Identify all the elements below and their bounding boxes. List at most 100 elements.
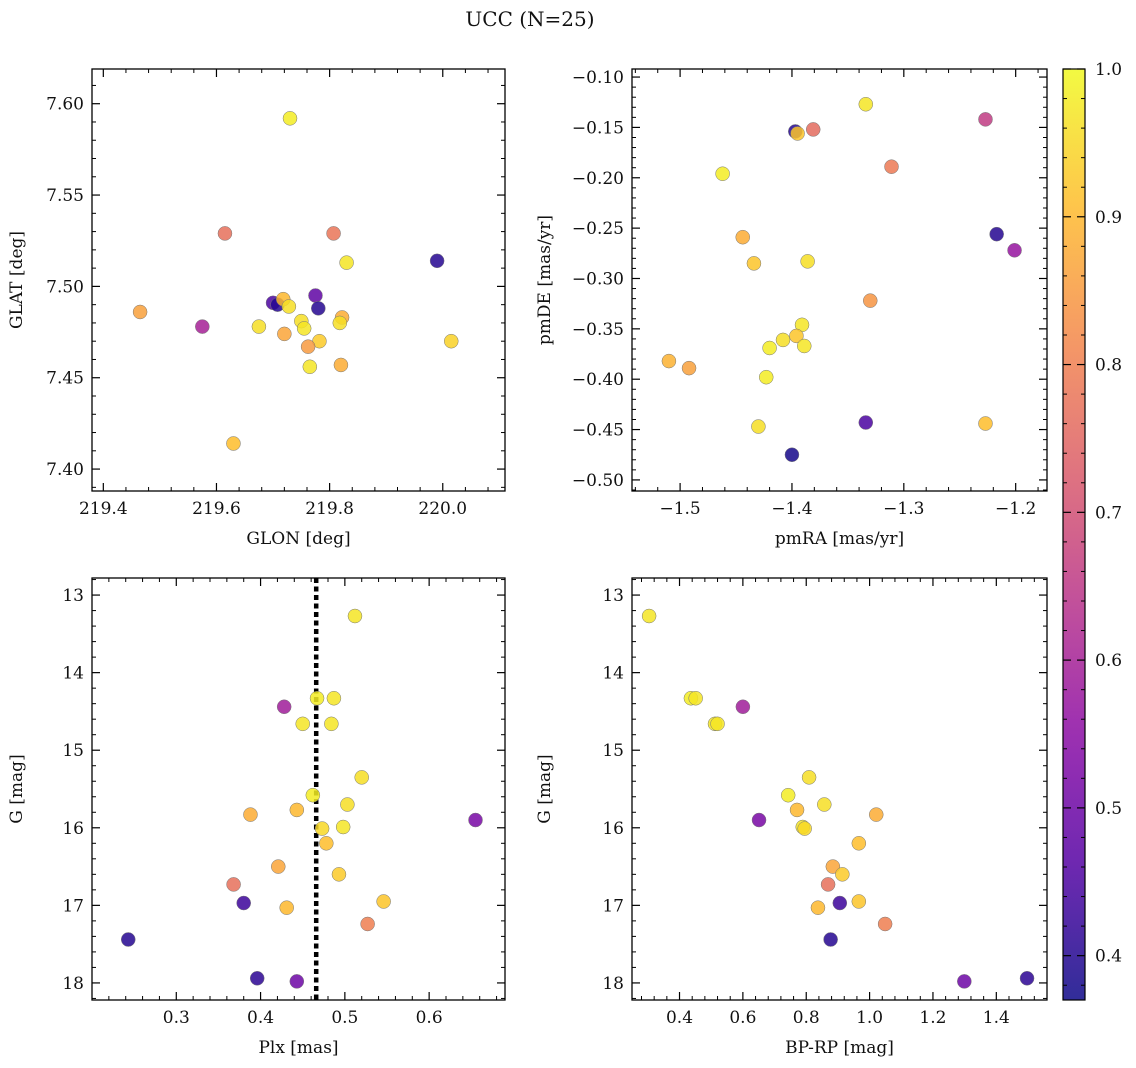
scatter-point <box>797 821 812 836</box>
x-tick-label: 219.8 <box>305 499 354 519</box>
x-tick-label: 219.4 <box>79 499 128 519</box>
panel-4: 0.4 0.6 0.8 1.0 1.2 1.4 13 14 15 16 17 18 BP-RP [mag… <box>535 577 1048 1058</box>
colorbar-tick-label: 0.4 <box>1095 947 1122 967</box>
scatter-point <box>805 122 821 137</box>
y-tick-label: −0.25 <box>572 219 624 239</box>
x-tick-label: −1.2 <box>995 499 1036 519</box>
scatter-point <box>326 226 341 241</box>
y-tick-label: 14 <box>602 664 624 684</box>
colorbar-tick-label: 0.6 <box>1095 651 1122 671</box>
scatter-point <box>277 326 292 342</box>
y-tick-label: 14 <box>62 664 84 684</box>
x-tick-label: 1.2 <box>919 1008 946 1028</box>
scatter-point <box>311 301 326 316</box>
x-tick-label: 0.6 <box>416 1008 443 1028</box>
panels: 219.4 219.6 219.8 220.0 7.40 7.45 7.50 7.55 7.60… <box>7 68 1048 1058</box>
scatter-point <box>851 894 867 909</box>
x-tick-label: −1.5 <box>659 499 700 519</box>
x-axis-label: pmRA [mas/yr] <box>775 529 904 549</box>
scatter-point <box>735 699 751 715</box>
y-tick-label: 7.50 <box>46 277 84 297</box>
scatter-point <box>751 812 767 828</box>
y-axis-label: GLAT [deg] <box>7 231 27 329</box>
panel-1: 219.4 219.6 219.8 220.0 7.40 7.45 7.50 7.55 7.60… <box>7 68 506 549</box>
scatter-point <box>758 369 774 385</box>
scatter-point <box>429 253 445 269</box>
y-tick-label: −0.30 <box>572 269 624 289</box>
scatter-point <box>319 836 334 851</box>
scatter-point <box>324 716 339 732</box>
scatter-point <box>282 111 298 126</box>
panel-2: −1.5 −1.4 −1.3 −1.2 −0.50 −0.45 −0.40 −0.35 −0.3… <box>535 68 1048 549</box>
y-axis-label: G [mag] <box>7 754 27 823</box>
x-tick-label: 220.0 <box>418 499 467 519</box>
scatter-point <box>884 159 899 174</box>
scatter-point <box>120 932 136 947</box>
y-tick-label: −0.50 <box>572 471 624 491</box>
scatter-point <box>877 916 893 932</box>
scatter-point <box>289 802 305 818</box>
y-tick-label: 15 <box>62 741 84 761</box>
scatter-point <box>978 112 993 127</box>
scatter-point <box>332 315 348 331</box>
scatter-point <box>762 340 777 356</box>
scatter-point <box>226 877 241 892</box>
scatter-point <box>710 716 725 732</box>
y-tick-label: 16 <box>62 819 84 839</box>
y-tick-label: −0.45 <box>572 421 624 441</box>
x-tick-label: 0.6 <box>729 1008 756 1028</box>
x-tick-label: 1.0 <box>856 1008 883 1028</box>
scatter-point <box>309 690 325 706</box>
y-tick-label: 13 <box>602 586 624 606</box>
scatter-point <box>326 690 342 706</box>
y-tick-label: 17 <box>602 896 624 916</box>
x-tick-label: 0.3 <box>163 1008 190 1028</box>
scatter-point <box>281 299 297 314</box>
scatter-point <box>444 333 459 349</box>
y-tick-label: 18 <box>62 974 84 994</box>
scatter-point <box>817 797 832 812</box>
scatter-point <box>989 226 1004 242</box>
scatter-point <box>1007 243 1022 258</box>
scatter-point <box>1019 971 1035 986</box>
y-tick-label: −0.20 <box>572 169 624 189</box>
scatter-point <box>251 319 267 334</box>
scatter-point <box>820 877 836 892</box>
y-tick-label: 7.60 <box>46 95 84 115</box>
scatter-point <box>823 932 838 947</box>
scatter-point <box>789 328 804 344</box>
y-tick-label: −0.35 <box>572 320 624 340</box>
scatter-point <box>784 447 800 462</box>
scatter-point <box>331 867 347 882</box>
colorbar-tick-label: 0.7 <box>1095 503 1122 523</box>
scatter-point <box>340 797 355 812</box>
x-tick-label: −1.4 <box>771 499 812 519</box>
scatter-point <box>339 255 354 270</box>
scatter-point <box>810 900 826 915</box>
axes-frame <box>631 577 1048 1001</box>
axes-frame <box>91 577 506 1001</box>
scatter-point <box>335 819 351 835</box>
x-tick-label: 1.4 <box>983 1008 1010 1028</box>
scatter-point <box>825 859 841 874</box>
scatter-point <box>746 256 762 271</box>
scatter-point <box>354 770 369 785</box>
scatter-point <box>858 415 874 430</box>
x-tick-label: 0.8 <box>793 1008 820 1028</box>
scatter-point <box>735 229 750 245</box>
scatter-point <box>863 293 878 308</box>
scatter-point <box>832 895 848 911</box>
scatter-point <box>217 226 233 241</box>
scatter-point <box>132 304 148 320</box>
scatter-point <box>957 974 972 989</box>
scatter-point <box>376 894 391 909</box>
y-tick-label: −0.10 <box>572 68 624 88</box>
x-axis-label: BP-RP [mag] <box>785 1038 894 1058</box>
scatter-point <box>641 608 657 624</box>
colorbar-gradient <box>1062 68 1086 1001</box>
scatter-point <box>226 436 241 451</box>
scatter-point <box>868 807 884 822</box>
x-tick-label: −1.3 <box>883 499 924 519</box>
scatter-point <box>308 288 323 303</box>
